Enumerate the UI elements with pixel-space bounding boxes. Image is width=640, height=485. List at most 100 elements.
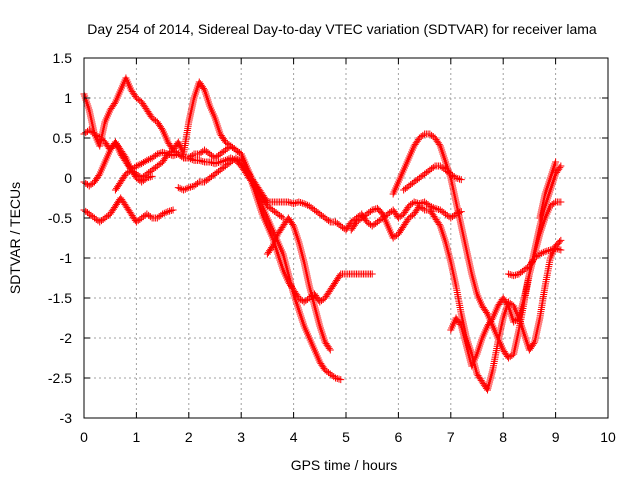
data-point [295, 198, 303, 206]
data-point [195, 156, 203, 164]
data-series [174, 154, 465, 234]
y-tick-label: -1.5 [48, 290, 72, 306]
data-point [167, 207, 175, 215]
data-point [166, 207, 174, 215]
data-point [268, 244, 276, 252]
data-point [143, 174, 151, 182]
x-tick-label: 4 [290, 429, 298, 445]
data-point [546, 246, 554, 254]
data-point [218, 157, 226, 165]
axes: 0 1 2 3 4 5 6 7 8 9 10 -3 -2.5 -2 -1.5 -1 -0.5 0 0.5 1 1.5 [48, 50, 616, 445]
data-point [538, 249, 546, 257]
x-tick-label: 7 [447, 429, 455, 445]
data-point [557, 236, 565, 244]
data-point [431, 204, 439, 212]
data-point [428, 203, 436, 211]
data-point [208, 159, 216, 167]
y-tick-label: 0.5 [53, 130, 73, 146]
data-point [298, 199, 306, 207]
data-point [155, 149, 163, 157]
data-point [552, 158, 560, 166]
data-point [199, 157, 207, 165]
y-tick-label: -2 [60, 330, 73, 346]
data-point [503, 300, 511, 308]
data-point [557, 246, 565, 254]
data-point [435, 205, 443, 213]
data-point [539, 248, 547, 256]
data-point [368, 206, 376, 214]
data-point [429, 163, 437, 171]
data-point [552, 244, 560, 252]
data-point [197, 157, 205, 165]
x-tick-label: 6 [395, 429, 403, 445]
data-series [536, 158, 560, 222]
data-point [553, 245, 561, 253]
data-point [162, 208, 170, 216]
y-tick-label: 1 [64, 90, 72, 106]
y-tick-label: -1 [60, 250, 73, 266]
data-point [183, 184, 191, 192]
data-point [153, 150, 161, 158]
data-point [302, 200, 310, 208]
data-point [510, 272, 518, 280]
data-point [216, 158, 224, 166]
data-point [457, 176, 465, 184]
data-point [545, 247, 553, 255]
data-point [143, 156, 151, 164]
data-point [286, 199, 294, 207]
data-point [160, 209, 168, 217]
x-tick-label: 5 [342, 429, 350, 445]
data-points [80, 74, 565, 394]
data-point [148, 172, 156, 180]
data-point [284, 198, 292, 206]
data-point [146, 173, 154, 181]
data-point [300, 200, 308, 208]
data-point [326, 346, 334, 354]
data-point [419, 131, 427, 139]
data-point [188, 183, 196, 191]
data-point [372, 205, 380, 213]
data-point [541, 248, 549, 256]
x-tick-label: 9 [552, 429, 560, 445]
x-tick-label: 3 [237, 429, 245, 445]
data-point [419, 205, 427, 213]
x-tick-label: 10 [600, 429, 616, 445]
data-point [333, 375, 341, 383]
data-point [159, 148, 167, 156]
data-point [556, 164, 564, 172]
data-point [548, 245, 556, 253]
data-point [297, 199, 305, 207]
data-point [132, 162, 140, 170]
data-point [176, 184, 184, 192]
data-point [169, 206, 177, 214]
data-point [325, 217, 333, 225]
data-point [291, 199, 299, 207]
data-point [194, 179, 202, 187]
data-series [400, 162, 465, 194]
data-series [111, 166, 156, 194]
data-point [187, 183, 195, 191]
data-point [214, 159, 222, 167]
data-point [511, 271, 519, 279]
data-point [335, 375, 343, 383]
data-point [456, 320, 464, 328]
data-point [121, 152, 129, 160]
data-point [482, 308, 490, 316]
data-point [174, 184, 182, 192]
data-point [543, 247, 551, 255]
y-tick-label: -2.5 [48, 370, 72, 386]
data-point [435, 220, 443, 228]
data-point [556, 238, 564, 246]
data-point [410, 198, 418, 206]
data-point [454, 175, 462, 183]
data-series [80, 74, 345, 384]
data-point [206, 158, 214, 166]
data-point [180, 186, 188, 194]
grid-lines [84, 58, 608, 418]
data-series [263, 214, 334, 354]
data-point [550, 199, 558, 207]
data-point [504, 270, 512, 278]
data-point [412, 199, 420, 207]
data-point [419, 199, 427, 207]
